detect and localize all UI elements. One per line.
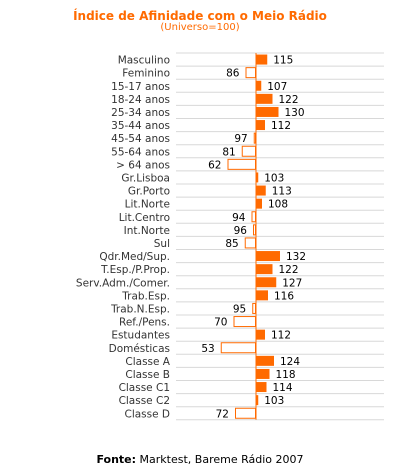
value-label: 72 bbox=[216, 408, 229, 420]
value-label: 122 bbox=[279, 94, 299, 106]
bar-Classe C1 bbox=[256, 382, 267, 393]
chart-title: Índice de Afinidade com o Meio Rádio bbox=[73, 9, 327, 23]
value-label: 113 bbox=[272, 186, 292, 198]
value-label: 107 bbox=[267, 81, 287, 93]
category-label: > 64 anos bbox=[116, 159, 170, 171]
bar-Qdr.Med/Sup. bbox=[256, 251, 280, 262]
value-label: 122 bbox=[279, 264, 299, 276]
bar-Classe B bbox=[256, 368, 270, 379]
bar-> 64 anos bbox=[227, 158, 256, 170]
category-label: 45-54 anos bbox=[111, 133, 170, 145]
bar-Sul bbox=[244, 237, 256, 249]
value-label: 103 bbox=[264, 395, 284, 407]
value-label: 118 bbox=[276, 369, 296, 381]
category-label: Ref./Pens. bbox=[119, 317, 170, 329]
bar-Serv.Adm./Comer. bbox=[256, 277, 277, 288]
bar-18-24 anos bbox=[256, 93, 273, 104]
bar-55-64 anos bbox=[241, 145, 256, 157]
category-label: Classe D bbox=[124, 408, 170, 420]
value-label: 62 bbox=[208, 159, 221, 171]
bar-45-54 anos bbox=[253, 132, 256, 144]
category-label: Lit.Centro bbox=[119, 212, 170, 224]
bar-Ref./Pens. bbox=[233, 316, 256, 328]
category-label: Estudantes bbox=[111, 330, 170, 342]
value-label: 116 bbox=[274, 290, 294, 302]
bar-25-34 anos bbox=[256, 106, 279, 117]
bar-Lit.Centro bbox=[251, 211, 256, 223]
category-label: Trab.N.Esp. bbox=[110, 303, 170, 315]
category-label: Serv.Adm./Comer. bbox=[76, 277, 170, 289]
category-label: 18-24 anos bbox=[111, 94, 170, 106]
category-label: Int.Norte bbox=[124, 225, 170, 237]
category-label: Classe A bbox=[125, 356, 170, 368]
category-label: Masculino bbox=[118, 55, 170, 67]
category-label: Feminino bbox=[122, 68, 170, 80]
bar-T.Esp./P.Prop. bbox=[256, 264, 273, 275]
category-label: 55-64 anos bbox=[111, 146, 170, 158]
value-label: 103 bbox=[264, 172, 284, 184]
value-label: 85 bbox=[225, 238, 238, 250]
value-label: 124 bbox=[280, 356, 300, 368]
value-label: 96 bbox=[234, 225, 248, 237]
value-label: 115 bbox=[273, 55, 293, 67]
category-label: Classe C1 bbox=[119, 382, 170, 394]
value-label: 114 bbox=[273, 382, 293, 394]
bar-Classe D bbox=[235, 407, 256, 419]
value-label: 81 bbox=[222, 146, 235, 158]
category-label: T.Esp./P.Prop. bbox=[100, 264, 170, 276]
value-label: 127 bbox=[282, 277, 302, 289]
value-label: 86 bbox=[226, 68, 240, 80]
bar-Domésticas bbox=[220, 342, 256, 354]
value-label: 53 bbox=[201, 343, 214, 355]
bar-35-44 anos bbox=[256, 120, 265, 131]
bar-Lit.Norte bbox=[256, 198, 262, 209]
value-label: 70 bbox=[214, 317, 227, 329]
category-label: Classe C2 bbox=[119, 395, 170, 407]
value-label: 132 bbox=[286, 251, 306, 263]
chart-subtitle: (Universo=100) bbox=[160, 22, 240, 33]
category-label: Classe B bbox=[125, 369, 170, 381]
category-label: 15-17 anos bbox=[111, 81, 170, 93]
category-label: Qdr.Med/Sup. bbox=[99, 251, 170, 263]
bar-Trab.Esp. bbox=[256, 290, 268, 301]
value-label: 130 bbox=[285, 107, 305, 119]
category-label: Sul bbox=[154, 238, 170, 250]
bar-Gr.Porto bbox=[256, 185, 266, 196]
source-text: Marktest, Bareme Rádio 2007 bbox=[136, 453, 304, 466]
bar-Feminino bbox=[245, 67, 256, 79]
category-label: Lit.Norte bbox=[125, 199, 170, 211]
category-label: Trab.Esp. bbox=[121, 290, 170, 302]
value-label: 112 bbox=[271, 120, 291, 132]
bar-Estudantes bbox=[256, 329, 265, 340]
value-label: 97 bbox=[234, 133, 247, 145]
bar-Trab.N.Esp. bbox=[252, 302, 256, 314]
category-label: 35-44 anos bbox=[111, 120, 170, 132]
category-label: Gr.Porto bbox=[128, 186, 170, 198]
source-label: Fonte: bbox=[96, 453, 137, 466]
category-label: 25-34 anos bbox=[111, 107, 170, 119]
value-label: 108 bbox=[268, 199, 288, 211]
bar-15-17 anos bbox=[256, 80, 262, 91]
bar-Classe C2 bbox=[256, 395, 259, 406]
bar-Masculino bbox=[256, 54, 268, 65]
bar-Int.Norte bbox=[253, 224, 256, 236]
bar-Classe A bbox=[256, 355, 274, 366]
category-label: Domésticas bbox=[109, 343, 170, 355]
value-label: 95 bbox=[233, 303, 246, 315]
value-label: 94 bbox=[232, 212, 246, 224]
bar-Gr.Lisboa bbox=[256, 172, 259, 183]
source-footer: Fonte: Marktest, Bareme Rádio 2007 bbox=[0, 453, 400, 466]
category-label: Gr.Lisboa bbox=[121, 172, 170, 184]
value-label: 112 bbox=[271, 330, 291, 342]
